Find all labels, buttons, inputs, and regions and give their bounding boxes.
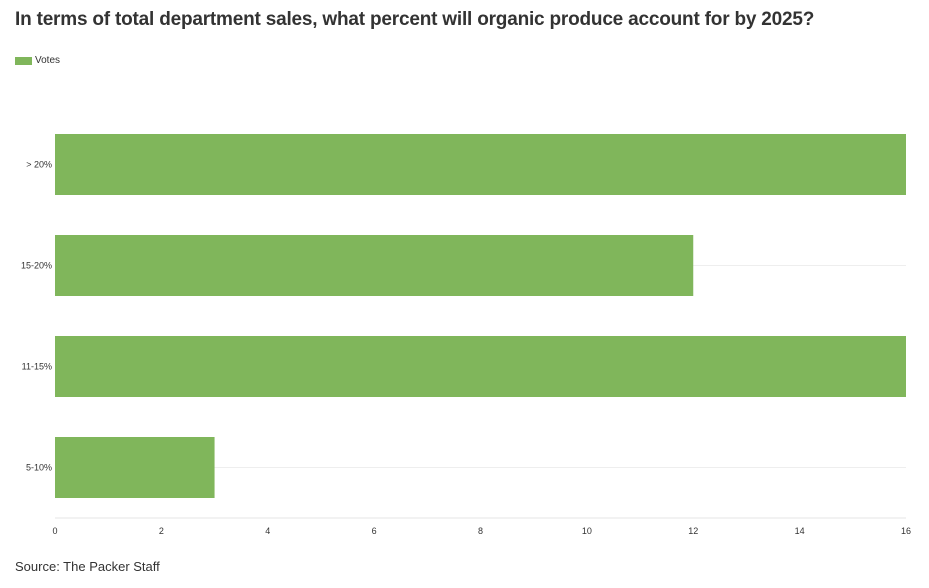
chart-source: Source: The Packer Staff (15, 559, 160, 574)
bar-4 (55, 437, 215, 498)
bar-2 (55, 235, 694, 296)
x-tick-label: 14 (795, 526, 805, 536)
legend-swatch (15, 56, 32, 65)
y-tick-label: 5-10% (26, 463, 52, 473)
x-tick-label: 6 (372, 526, 377, 536)
y-tick-label: > 20% (26, 160, 52, 170)
bar-1 (55, 134, 906, 195)
y-tick-label: 15-20% (21, 261, 52, 271)
chart-title: In terms of total department sales, what… (15, 9, 815, 30)
x-tick-label: 2 (159, 526, 164, 536)
x-tick-label: 10 (582, 526, 592, 536)
y-tick-label: 11-15% (22, 362, 52, 372)
x-tick-label: 4 (265, 526, 270, 536)
x-tick-label: 8 (478, 526, 483, 536)
legend-label: Votes (35, 55, 61, 66)
legend: Votes (15, 55, 60, 66)
x-tick-label: 16 (901, 526, 911, 536)
bar-3 (55, 336, 906, 397)
x-tick-label: 12 (688, 526, 698, 536)
x-tick-label: 0 (52, 526, 57, 536)
